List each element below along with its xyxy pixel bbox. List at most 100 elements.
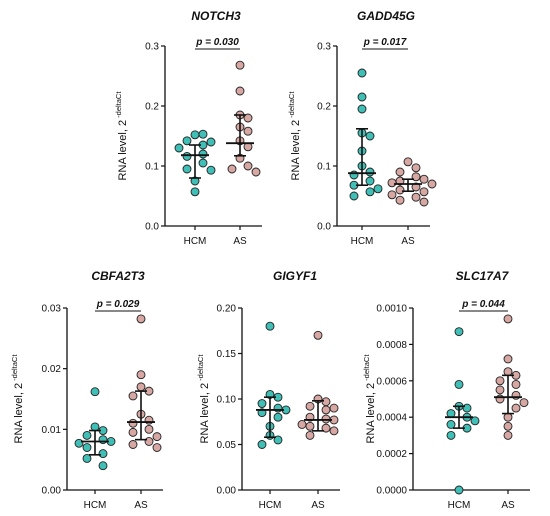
y-axis-label-superscript: -deltaCt — [287, 91, 296, 120]
chart-4-ytick-label: 0.0004 — [376, 413, 407, 424]
chart-0-hcm-point — [198, 158, 208, 168]
chart-3-hcm-point — [257, 440, 267, 449]
chart-4-as-point — [495, 376, 505, 386]
chart-0-category-label: AS — [233, 236, 247, 247]
y-axis-label-superscript: -deltaCt — [10, 354, 19, 383]
chart-2-as-point — [152, 443, 162, 452]
chart-1-hcm-point — [373, 184, 383, 194]
chart-1-as-point — [395, 167, 405, 177]
chart-1-as-point — [403, 157, 413, 167]
chart-4-as-point — [511, 403, 521, 413]
chart-1-as-point — [419, 197, 429, 207]
chart-3-ytick-label: 0.00 — [217, 486, 237, 497]
chart-3-as-point — [297, 420, 307, 429]
chart-1-p-value: p = 0.017 — [363, 37, 407, 48]
chart-2-as-point — [136, 370, 146, 380]
chart-4-ytick-label: 0.0006 — [376, 376, 407, 387]
chart-1-hcm-point — [349, 170, 359, 180]
chart-0-hcm-point — [198, 149, 208, 159]
y-axis-label-main: RNA level, 2 — [199, 383, 211, 444]
chart-4-title: SLC17A7 — [456, 269, 510, 283]
chart-3-ytick-label: 0.10 — [217, 395, 237, 406]
chart-2-ytick-label: 0.00 — [42, 486, 62, 497]
chart-4-ytick-label: 0.0010 — [376, 304, 407, 315]
chart-4-hcm-point — [454, 485, 464, 495]
chart-3-category-label: AS — [311, 500, 325, 511]
chart-2-y-axis-label: RNA level, 2 -deltaCt — [10, 354, 25, 444]
chart-3-as-point — [329, 426, 339, 436]
chart-4-category-label: HCM — [448, 500, 471, 511]
chart-1-ytick-label: 0.2 — [317, 102, 331, 113]
chart-2-as-point — [144, 415, 154, 425]
chart-1-ytick-label: 0.3 — [317, 42, 331, 53]
y-axis-label-main: RNA level, 2 — [365, 383, 377, 444]
chart-1-y-axis-label: RNA level, 2 -deltaCt — [287, 91, 302, 181]
chart-4-hcm-point — [454, 379, 464, 389]
chart-2-ytick-label: 0.01 — [42, 425, 62, 436]
chart-4-p-value: p = 0.044 — [461, 299, 505, 310]
chart-3-ytick-label: 0.05 — [217, 440, 237, 451]
chart-4-as-point — [503, 421, 513, 431]
chart-4-ytick-label: 0.0002 — [376, 449, 407, 460]
chart-2-ytick-label: 0.02 — [42, 364, 62, 375]
chart-3-title: GIGYF1 — [273, 269, 317, 283]
chart-1-hcm-point — [365, 131, 375, 141]
chart-1-as-point — [387, 190, 397, 200]
chart-2-hcm-point — [98, 449, 108, 459]
chart-4-hcm-point — [462, 403, 472, 413]
chart-3-as-point — [305, 430, 315, 440]
chart-0-hcm-point — [190, 187, 200, 197]
chart-3-as-point — [321, 397, 331, 407]
chart-0-hcm-point — [190, 130, 200, 140]
chart-4-as-point — [503, 354, 513, 364]
chart-4-as-point — [503, 367, 513, 377]
chart-0-ytick-label: 0.2 — [145, 102, 159, 113]
chart-2-as-point — [144, 424, 154, 434]
chart-3-as-point — [329, 403, 339, 413]
chart-1-as-point — [411, 192, 421, 202]
chart-2-hcm-point — [82, 454, 92, 463]
chart-4-as-point — [503, 412, 513, 422]
y-axis-label-superscript: -deltaCt — [362, 354, 371, 383]
chart-2-as-point — [128, 427, 138, 437]
y-axis-label-superscript: -deltaCt — [114, 91, 123, 120]
chart-1-hcm-point — [365, 176, 375, 186]
chart-4-ytick-label: 0.0008 — [376, 340, 407, 351]
chart-0-as-point — [251, 167, 261, 177]
chart-1-ytick-label: 0.0 — [317, 222, 331, 233]
chart-2-hcm-point — [90, 387, 100, 397]
chart-3-as-point — [321, 414, 331, 424]
chart-4-as-point — [519, 398, 529, 408]
chart-3-as-point — [305, 421, 315, 431]
chart-2-as-point — [136, 314, 146, 324]
chart-4-as-point — [511, 379, 521, 389]
chart-1-as-point — [427, 179, 437, 189]
chart-3-ytick-label: 0.15 — [217, 349, 237, 360]
y-axis-label-main: RNA level, 2 — [117, 120, 129, 181]
chart-3-hcm-point — [273, 403, 283, 413]
chart-0-hcm-point — [182, 151, 192, 161]
chart-3-as-point — [321, 405, 331, 415]
chart-1-as-point — [419, 174, 429, 184]
chart-1-title: GADD45G — [357, 9, 415, 23]
chart-2-category-label: AS — [134, 500, 148, 511]
chart-4-as-point — [511, 390, 521, 400]
chart-4-category-label: AS — [501, 500, 515, 511]
chart-0-as-point — [235, 60, 245, 70]
chart-2-hcm-point — [82, 443, 92, 452]
chart-4-hcm-point — [470, 416, 480, 426]
chart-2-category-label: HCM — [84, 500, 107, 511]
chart-4-ytick-label: 0.0000 — [376, 486, 407, 497]
chart-3-hcm-point — [273, 412, 283, 422]
chart-0-category-label: HCM — [184, 236, 207, 247]
chart-1-hcm-point — [357, 104, 367, 114]
chart-0-hcm-point — [198, 129, 208, 139]
chart-2-as-point — [144, 437, 154, 446]
chart-3-category-label: HCM — [259, 500, 282, 511]
chart-1-as-point — [411, 163, 421, 173]
chart-3-as-point — [313, 330, 323, 340]
chart-2-as-point — [152, 432, 162, 442]
y-axis-label-main: RNA level, 2 — [290, 120, 302, 181]
chart-1-as-point — [395, 195, 405, 205]
